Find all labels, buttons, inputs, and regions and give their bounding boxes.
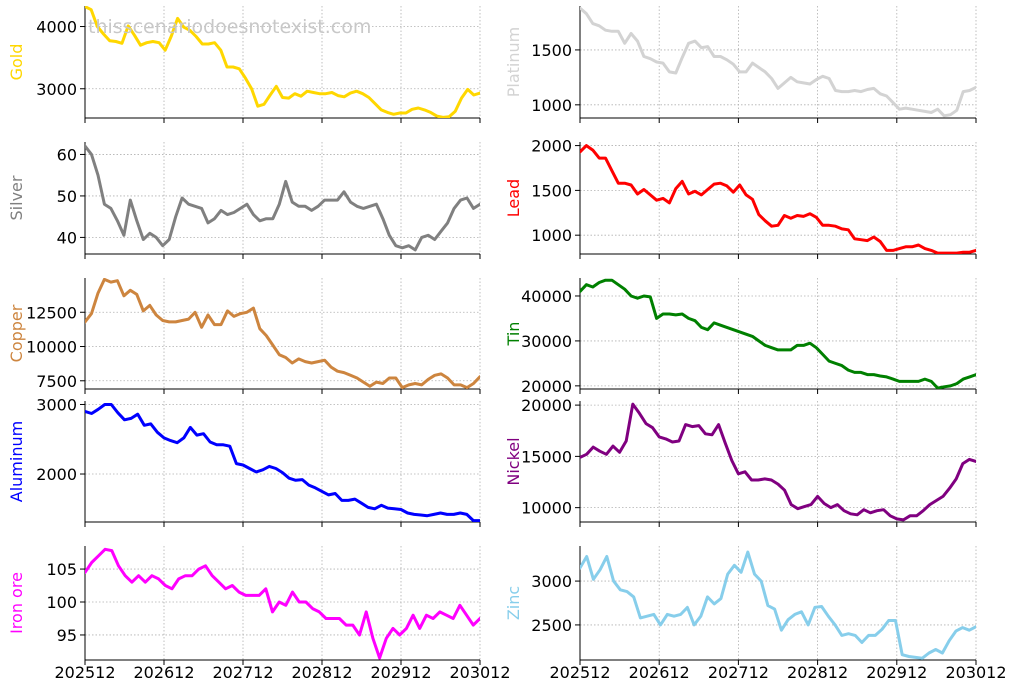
y-tick-label: 7500 <box>36 372 77 391</box>
y-axis-label: Platinum <box>504 27 523 97</box>
y-tick-label: 4000 <box>36 18 77 37</box>
y-tick-label: 40000 <box>521 287 572 306</box>
series-line-aluminum <box>85 403 480 522</box>
x-tick-label: 203012 <box>945 663 1006 682</box>
panel-tin: 20000 30000 40000 Tin <box>504 278 977 396</box>
panel-lead: 1000 1500 2000 Lead <box>504 137 977 259</box>
series-line-tin <box>580 278 976 389</box>
x-tick-label: 202812 <box>291 663 352 682</box>
y-tick-label: 10000 <box>26 338 77 357</box>
x-tick-label: 202812 <box>787 663 848 682</box>
y-tick-label: 2500 <box>531 616 572 635</box>
y-tick-label: 105 <box>46 560 77 579</box>
x-tick-label: 203012 <box>449 663 510 682</box>
y-tick-label: 2000 <box>531 137 572 156</box>
y-tick-label: 3000 <box>531 572 572 591</box>
y-tick-label: 1000 <box>531 226 572 245</box>
y-tick-label: 95 <box>57 626 77 645</box>
y-tick-label: 1500 <box>531 41 572 60</box>
x-tick-label: 202712 <box>708 663 769 682</box>
y-axis-label: Tin <box>504 322 523 347</box>
y-axis-label: Zinc <box>504 586 523 620</box>
series-line-gold <box>85 6 480 118</box>
y-axis-label: Lead <box>504 179 523 217</box>
x-tick-label: 202912 <box>370 663 431 682</box>
y-tick-label: 10000 <box>521 499 572 518</box>
series-line-iron-ore <box>85 547 480 660</box>
series-line-silver <box>85 144 480 252</box>
watermark-text: thisscenariodoesnotexist.com <box>88 16 371 38</box>
y-tick-label: 12500 <box>26 303 77 322</box>
y-tick-label: 60 <box>57 145 77 164</box>
x-tick-label: 202612 <box>133 663 194 682</box>
x-tick-label: 202712 <box>212 663 273 682</box>
series-line-zinc <box>580 550 976 660</box>
series-line-lead <box>580 144 976 254</box>
series-line-copper <box>85 278 480 389</box>
y-tick-label: 2000 <box>36 465 77 484</box>
x-tick-label: 202512 <box>549 663 610 682</box>
x-tick-label: 202912 <box>866 663 927 682</box>
y-tick-label: 1500 <box>531 181 572 200</box>
y-tick-label: 20000 <box>521 396 572 415</box>
y-axis-label: Gold <box>7 44 26 81</box>
panel-iron-ore: 95 100 105 Iron ore 202512 202612 202712 202812… <box>7 546 511 682</box>
panel-platinum: 1000 1500 Platinum <box>504 6 977 123</box>
y-tick-label: 100 <box>46 593 77 612</box>
y-tick-label: 3000 <box>36 80 77 99</box>
panel-zinc: 2500 3000 Zinc 202512 202612 202712 202812 2029… <box>504 546 1007 682</box>
x-tick-label: 202512 <box>54 663 115 682</box>
y-axis-label: Copper <box>7 304 26 362</box>
y-axis-label: Aluminum <box>7 421 26 502</box>
panel-silver: 40 50 60 Silver <box>7 142 481 259</box>
y-axis-label: Nickel <box>504 437 523 485</box>
y-tick-label: 1000 <box>531 96 572 115</box>
panel-nickel: 10000 15000 20000 Nickel <box>504 396 977 527</box>
y-axis-label: Iron ore <box>7 572 26 634</box>
y-tick-label: 20000 <box>521 377 572 396</box>
y-tick-label: 30000 <box>521 332 572 351</box>
y-tick-label: 15000 <box>521 447 572 466</box>
y-tick-label: 40 <box>57 228 77 247</box>
series-line-nickel <box>580 402 976 522</box>
series-line-platinum <box>580 6 976 118</box>
y-tick-label: 3000 <box>36 395 77 414</box>
y-tick-label: 50 <box>57 187 77 206</box>
y-axis-label: Silver <box>7 175 26 220</box>
panel-aluminum: 2000 3000 Aluminum <box>7 395 481 527</box>
x-tick-label: 202612 <box>629 663 690 682</box>
panel-gold: 3000 4000 Gold <box>7 6 481 123</box>
